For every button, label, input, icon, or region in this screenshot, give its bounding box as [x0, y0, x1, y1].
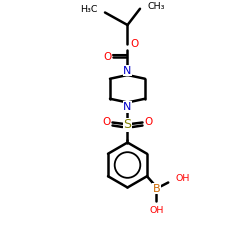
Text: B: B — [153, 184, 160, 194]
Text: N: N — [123, 102, 132, 112]
Text: H₃C: H₃C — [80, 5, 98, 14]
Text: O: O — [144, 117, 152, 127]
Text: OH: OH — [176, 174, 190, 183]
Text: O: O — [102, 117, 110, 127]
Text: O: O — [104, 52, 112, 62]
Text: CH₃: CH₃ — [147, 2, 164, 11]
Text: O: O — [130, 40, 138, 50]
Text: OH: OH — [149, 206, 164, 215]
Text: S: S — [124, 118, 132, 132]
Text: N: N — [123, 66, 132, 76]
